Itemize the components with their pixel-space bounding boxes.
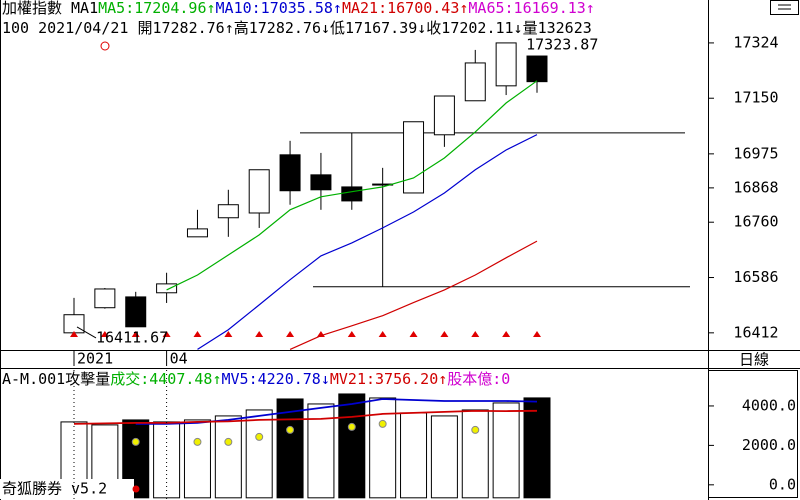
signal — [70, 331, 78, 337]
y-tick-label: 16760 — [733, 213, 778, 231]
candle-body — [526, 55, 548, 83]
y-tick-label: 0.0 — [769, 475, 796, 493]
high-label: 17323.87 — [526, 35, 598, 53]
legend-item: A-M.001攻擊量 — [2, 370, 110, 388]
ma-line — [166, 80, 538, 291]
legend-item: MV21:3756.20↑ — [330, 370, 447, 388]
candle-body — [310, 174, 332, 191]
candle-body — [63, 314, 85, 334]
marker-dot — [131, 437, 140, 446]
signal — [162, 331, 171, 337]
signal — [409, 331, 418, 337]
status-dot — [132, 485, 140, 493]
legend-item: MA65:16169.13↑ — [468, 0, 594, 17]
menu-button[interactable] — [770, 0, 799, 15]
app-name: 奇狐勝券 v5.2 — [2, 480, 107, 498]
signal — [533, 331, 541, 337]
legend-item: MA21:16700.43↑ — [342, 0, 468, 17]
legend-item: 加權指數 MA1 — [2, 0, 98, 17]
legend-item: 股本億:0 — [447, 370, 510, 388]
legend-item: MA5:17204.96↑ — [98, 0, 215, 17]
signal — [440, 331, 449, 337]
mv-line — [73, 409, 538, 425]
marker-dot — [378, 419, 387, 428]
signal — [255, 331, 264, 337]
ma-line — [289, 240, 538, 350]
y-tick-label: 16975 — [733, 144, 778, 162]
marker-dot — [193, 437, 202, 446]
volume-bar — [492, 402, 520, 499]
candle-body — [125, 296, 147, 328]
volume-bar — [523, 397, 551, 499]
y-tick-label: 17324 — [733, 33, 778, 51]
marker-dot — [471, 425, 480, 434]
signal — [378, 331, 387, 337]
candle-body — [464, 62, 486, 102]
volume-bar — [461, 409, 489, 499]
volume-bar — [276, 398, 304, 499]
low-label: 16411.67 — [96, 328, 168, 346]
candle-body — [403, 121, 425, 194]
marker-dot — [347, 422, 356, 431]
legend: 加權指數 MA1MA5:17204.96↑MA10:17035.58↑MA21:… — [2, 0, 595, 17]
signal — [347, 331, 356, 337]
marker-dot — [286, 425, 295, 434]
volume-bar — [430, 415, 458, 499]
period-label[interactable]: 日線 — [739, 351, 769, 369]
legend: 100 2021/04/21 開17282.76↑高17282.76↓低1716… — [2, 19, 592, 37]
candle-body — [341, 186, 363, 202]
volume-bar — [183, 419, 211, 499]
signal — [100, 331, 109, 337]
volume-bar — [338, 393, 366, 499]
y-tick-label: 4000.0 — [742, 396, 796, 414]
axis-box — [708, 370, 798, 498]
signal — [193, 331, 202, 337]
candle-body — [248, 169, 270, 214]
marker-dot — [224, 437, 233, 446]
y-tick-label: 16868 — [733, 178, 778, 196]
legend-item: MV5:4220.78↓ — [222, 370, 330, 388]
x-tick-label: 2021 — [77, 350, 113, 368]
y-tick-label: 17150 — [733, 89, 778, 107]
legend-item: MA10:17035.58↑ — [216, 0, 342, 17]
legend: A-M.001攻擊量成交:4407.48↑MV5:4220.78↓MV21:37… — [2, 370, 510, 388]
volume-bar — [400, 412, 428, 499]
y-tick-label: 2000.0 — [742, 436, 796, 454]
marker-dot — [255, 432, 264, 441]
candle-body — [156, 283, 178, 294]
signal — [286, 331, 295, 337]
y-tick-label: 16586 — [733, 268, 778, 286]
volume-bar — [245, 409, 273, 499]
legend-item: 100 2021/04/21 開17282.76↑高17282.76↓低1716… — [2, 19, 592, 37]
candle-body — [279, 154, 301, 192]
candle-body — [217, 204, 239, 219]
y-tick-label: 16412 — [733, 323, 778, 341]
leader — [76, 326, 97, 339]
x-tick-label: 04 — [170, 350, 188, 368]
signal — [224, 331, 233, 337]
ma-line — [197, 134, 538, 350]
candle-body — [433, 95, 455, 136]
legend-item: 成交:4407.48↑ — [110, 370, 221, 388]
signal — [131, 331, 140, 337]
candle-body — [186, 228, 208, 238]
volume-bar — [214, 415, 242, 499]
footer-bg — [0, 479, 134, 499]
candle-body — [495, 42, 517, 87]
signal — [502, 331, 511, 337]
marker — [100, 41, 110, 51]
signal — [471, 331, 480, 337]
candle-body — [94, 288, 116, 309]
